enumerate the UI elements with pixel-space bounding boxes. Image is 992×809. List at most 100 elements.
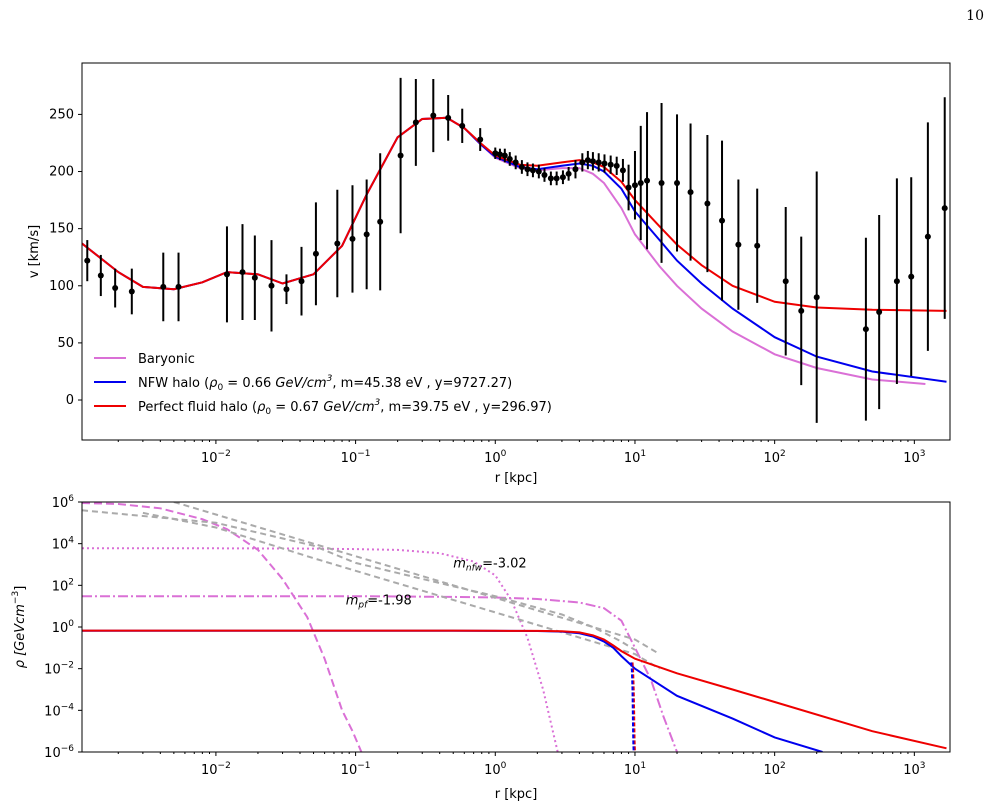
data-point [112,285,119,292]
data-point [595,159,602,166]
density-curve-6 [82,509,636,651]
y-label-part: ρ [ [13,650,28,668]
legend-text-part: 3 [374,398,380,408]
density-curve-3 [82,595,678,752]
data-point [492,150,499,157]
tick-exponent: 2 [780,449,786,459]
density-curve-10 [630,662,635,752]
data-point [501,152,508,159]
y-tick-label: 10−6 [44,744,74,761]
y-tick-label: 150 [49,222,74,237]
data-point [674,179,681,186]
density-curve-8 [82,629,947,750]
tick-base: 10 [44,704,61,719]
data-point [687,189,694,196]
data-point [529,167,536,174]
x-tick-label: 103 [903,449,925,466]
top-frame [81,62,951,441]
data-point [251,274,258,281]
data-point [412,119,419,126]
data-point [924,233,931,240]
data-point [908,273,915,280]
y-axis-label: ρ [GeVcm−3] [11,586,28,669]
top-plot-area [82,77,948,423]
data-point [268,282,275,289]
legend-text-part: = 0.67 [271,400,323,415]
density-curve-1 [82,502,363,752]
x-tick-label: 102 [764,761,786,778]
data-point [813,294,820,301]
data-point [518,163,525,170]
tick-exponent: 1 [640,449,646,459]
legend-text-part: GeV/cm [323,400,374,415]
data-point [601,160,608,167]
tick-base: 10 [903,451,920,466]
data-point [625,184,632,191]
tick-exponent: 3 [920,761,926,771]
data-point [377,218,384,225]
data-point [553,175,560,182]
data-point [735,241,742,248]
data-point [754,242,761,249]
data-point [524,166,531,173]
data-point [704,200,711,207]
tick-exponent: 0 [501,449,507,459]
y-tick-label: 100 [52,619,75,636]
annotation-part: pf [357,601,369,611]
data-point [349,235,356,242]
tick-exponent: −2 [218,761,231,771]
data-point [782,278,789,285]
tick-base: 10 [764,451,781,466]
x-tick-label: 10−2 [201,449,231,466]
legend-text-part: , m=45.38 eV , y=9727.27) [332,376,512,391]
legend-text-part: GeV/cm [275,376,326,391]
y-axis-label: v [km/s] [27,225,42,278]
tick-base: 10 [52,579,69,594]
y-label-part: −3 [11,591,21,604]
tick-base: 10 [624,763,641,778]
annotation-part: m [453,557,466,572]
tick-base: 10 [484,763,501,778]
data-point [541,171,548,178]
tick-exponent: 1 [640,761,646,771]
y-tick-label: 106 [52,494,75,511]
y-tick-label: 104 [52,536,75,553]
data-point [631,182,638,189]
tick-base: 10 [341,763,358,778]
data-point [589,158,596,165]
data-point [298,278,305,285]
x-axis-label: r [kpc] [495,787,538,802]
tick-exponent: −2 [218,449,231,459]
data-point [334,240,341,247]
data-point [312,250,319,257]
tick-base: 10 [764,763,781,778]
data-point [658,179,665,186]
legend-text-part: 3 [327,374,333,384]
page-number: 10 [966,8,984,24]
x-tick-label: 101 [624,449,646,466]
data-point [397,152,404,159]
data-point [893,278,900,285]
legend-text-part: NFW halo ( [138,376,209,391]
tick-base: 10 [44,663,61,678]
legend-label-nfw: NFW halo (ρ0 = 0.66 GeV/cm3, m=45.38 eV … [138,374,512,393]
data-point [175,283,182,290]
data-point [547,175,554,182]
tick-base: 10 [341,451,358,466]
annotation-m-nfw: mnfw=-3.02 [453,557,526,574]
data-point [579,159,586,166]
tick-exponent: 2 [68,577,74,587]
data-point [535,168,542,175]
data-point [459,122,466,129]
annotation-m-pf: mpf=-1.98 [346,594,412,611]
y-tick-label: 10−2 [44,661,74,678]
tick-base: 10 [201,763,218,778]
data-point [283,286,290,293]
tick-base: 10 [624,451,641,466]
data-point [719,217,726,224]
x-axis-label: r [kpc] [495,471,538,486]
x-tick-label: 102 [764,449,786,466]
data-point [160,283,167,290]
tick-base: 10 [903,763,920,778]
